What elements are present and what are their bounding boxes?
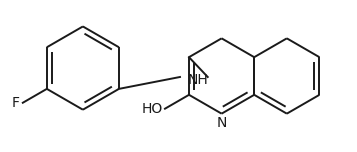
Text: N: N — [216, 116, 227, 130]
Text: F: F — [12, 96, 20, 110]
Text: HO: HO — [142, 102, 163, 116]
Text: NH: NH — [188, 73, 208, 87]
